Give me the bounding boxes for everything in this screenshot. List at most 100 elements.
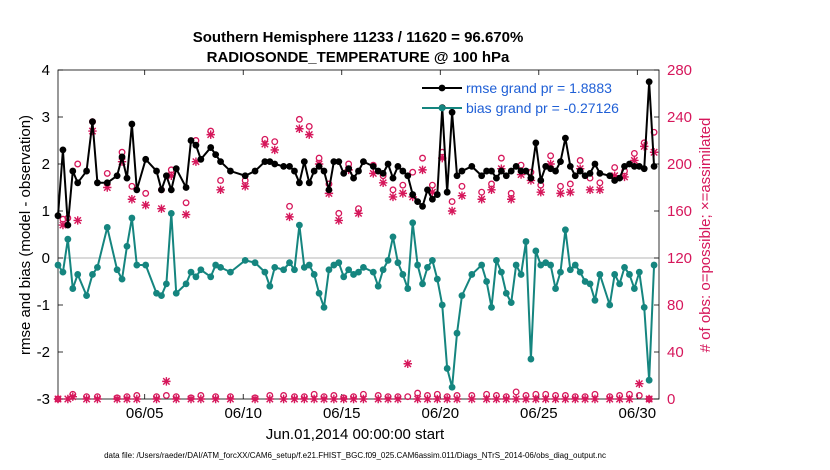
bias-point [266, 282, 274, 290]
possible-obs-point [419, 154, 426, 162]
rmse-point [596, 170, 604, 177]
possible-obs-point [182, 199, 190, 207]
assimilated-obs-point [250, 394, 260, 404]
bias-point [94, 264, 101, 271]
possible-obs-point [295, 115, 303, 123]
bias-point [404, 285, 412, 292]
assimilated-obs-point [112, 394, 122, 404]
rmse-point [448, 108, 456, 116]
assimilated-obs-point [477, 195, 486, 204]
assimilated-obs-point [378, 178, 388, 187]
assimilated-obs-point [117, 157, 127, 166]
assimilated-obs-point [428, 188, 437, 197]
bias-point [606, 301, 614, 309]
assimilated-obs-point [640, 142, 649, 151]
y-tick-label-left: 2 [42, 156, 50, 173]
rmse-point [295, 179, 303, 187]
y-tick-label-right: 240 [667, 109, 692, 126]
bias-point [192, 273, 200, 281]
possible-obs-point [428, 181, 436, 189]
bias-line [57, 213, 656, 388]
chart-title-line2: RADIOSONDE_TEMPERATURE @ 100 hPa [207, 49, 510, 66]
assimilated-obs-point [349, 394, 358, 404]
rmse-point [335, 158, 343, 166]
assimilated-obs-point [457, 191, 467, 200]
rmse-point [384, 160, 392, 168]
bias-point [271, 264, 279, 271]
assimilated-obs-point [260, 139, 270, 149]
bias-point [428, 256, 436, 264]
bias-point [345, 266, 353, 274]
rmse-point [227, 167, 234, 175]
bias-point [251, 259, 259, 267]
assimilated-obs-point [502, 394, 511, 404]
legend-rmse-marker [438, 84, 446, 92]
x-axis-label: Jun.01,2014 00:00:00 start [266, 426, 445, 443]
assimilated-obs-point [438, 153, 447, 163]
assimilated-obs-point [531, 394, 541, 404]
assimilated-obs-point [605, 394, 614, 404]
rmse-point [291, 167, 298, 175]
bias-point [295, 221, 303, 229]
assimilated-obs-point [167, 171, 176, 180]
assimilated-obs-point [393, 394, 403, 404]
bias-point [142, 261, 150, 269]
rmse-point [103, 179, 111, 187]
rmse-point [419, 202, 426, 210]
assimilated-obs-point [403, 359, 412, 368]
rmse-point [271, 160, 279, 168]
bias-point [69, 285, 77, 292]
bias-point [123, 242, 131, 250]
rmse-point [123, 174, 131, 182]
possible-obs-point [630, 149, 638, 157]
bias-point [335, 259, 343, 267]
y-tick-label-left: -1 [37, 297, 50, 314]
rmse-point [113, 172, 121, 180]
rmse-point [305, 179, 313, 187]
possible-obs-point [404, 393, 412, 401]
bias-point [453, 329, 461, 337]
bias-point [340, 273, 348, 281]
bias-point [133, 261, 141, 269]
rmse-point [576, 167, 584, 175]
bias-point [355, 268, 362, 276]
assimilated-obs-point [482, 394, 491, 404]
rmse-point [433, 191, 441, 198]
rmse-point [360, 158, 367, 166]
bias-point [640, 303, 648, 311]
bias-point [512, 261, 520, 269]
rmse-point [522, 167, 530, 175]
bias-point [241, 256, 249, 264]
rmse-point [488, 167, 495, 175]
assimilated-obs-point [561, 394, 570, 404]
rmse-point [493, 174, 500, 182]
rmse-point [330, 158, 338, 166]
possible-obs-point [576, 157, 584, 164]
bias-point [645, 376, 653, 384]
y-axis-label-left: rmse and bias (model - observation) [17, 115, 34, 355]
rmse-point [453, 172, 461, 180]
assimilated-obs-point [580, 394, 590, 404]
bias-point [419, 280, 426, 288]
rmse-point [537, 177, 545, 184]
assimilated-obs-point [73, 216, 82, 225]
bias-point [59, 268, 67, 276]
right-axis: 0 40 80 120 160 200 240 280 [654, 62, 692, 408]
possible-obs-point [162, 392, 170, 399]
assimilated-obs-point [442, 394, 452, 404]
possible-obs-point [478, 188, 486, 196]
bias-point [305, 261, 313, 269]
rmse-point [428, 195, 436, 203]
assimilated-obs-point [329, 394, 339, 404]
rmse-point [153, 167, 160, 175]
assimilated-obs-point [181, 210, 191, 219]
rmse-point [458, 167, 466, 175]
rmse-point [468, 162, 476, 170]
assimilated-obs-point [93, 394, 102, 404]
rmse-point [394, 162, 402, 170]
bias-point [468, 271, 476, 278]
assimilated-obs-point [157, 204, 166, 213]
rmse-point [345, 165, 353, 173]
rmse-point [54, 212, 62, 220]
